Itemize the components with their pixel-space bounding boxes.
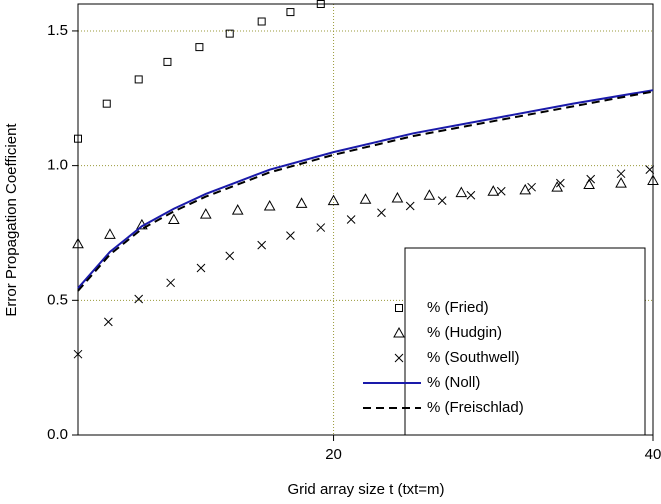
cross-marker [134,294,144,304]
square-marker [257,17,266,26]
triangle-marker [583,178,595,189]
legend-box [404,247,646,436]
cross-marker [286,231,295,241]
triangle-marker [423,189,436,200]
triangle-marker [327,194,340,206]
cross-marker [257,240,267,250]
cross-marker [437,196,447,205]
square-marker [195,43,204,52]
series-line [77,89,654,289]
x-tick-label: 40 [645,446,661,463]
cross-marker [73,349,83,359]
triangle-marker [104,228,116,239]
cross-marker [316,223,326,232]
cross-marker [405,201,415,211]
square-marker [286,8,295,17]
legend-label: % (Noll) [427,374,480,391]
triangle-marker [393,326,405,338]
legend-label: % (Fried) [427,299,489,316]
cross-marker [527,182,536,192]
square-marker [74,134,82,143]
cross-marker [377,208,386,218]
y-tick-label: 0.0 [47,426,68,443]
triangle-marker [615,177,627,188]
triangle-marker [72,237,84,249]
x-axis-label: Grid array size t (txt=m) [287,481,444,498]
cross-marker [103,317,113,327]
triangle-marker [359,193,372,204]
plot-frame [77,3,654,436]
y-tick-label: 1.0 [47,157,68,174]
cross-marker [616,169,626,179]
square-marker [225,29,234,38]
x-tick-label: 20 [325,446,342,463]
cross-marker [586,174,596,184]
triangle-marker [519,183,532,195]
legend: % (Fried) % (Hudgin) % (Southwell) % (Noll)… [363,247,646,436]
triangle-marker [551,181,564,192]
cross-marker [225,251,235,261]
legend-label: % (Hudgin) [427,324,502,341]
legend-label: % (Southwell) [427,349,520,366]
y-tick-label: 1.5 [47,22,68,39]
triangle-marker [167,213,180,224]
cross-marker [645,165,655,175]
square-marker [316,0,325,8]
legend-label: % (Freischlad) [427,399,524,416]
triangle-marker [231,204,244,215]
triangle-marker [263,200,276,211]
y-tick-label: 0.5 [47,291,68,308]
square-marker [102,99,111,108]
cross-marker [394,353,404,363]
triangle-marker [647,174,659,185]
cross-marker [466,190,476,200]
square-marker [395,304,403,312]
cross-marker [196,263,206,273]
series-line [77,90,654,292]
square-marker [163,57,172,66]
cross-marker [496,186,506,196]
triangle-marker [295,197,308,208]
triangle-marker [455,186,468,198]
y-axis-label: Error Propagation Coefficient [3,123,20,317]
triangle-marker [391,191,404,203]
square-marker [134,75,143,84]
triangle-marker [199,208,212,219]
triangle-marker [487,185,500,196]
cross-marker [346,215,356,224]
cross-marker [166,278,175,288]
cross-marker [556,178,565,188]
